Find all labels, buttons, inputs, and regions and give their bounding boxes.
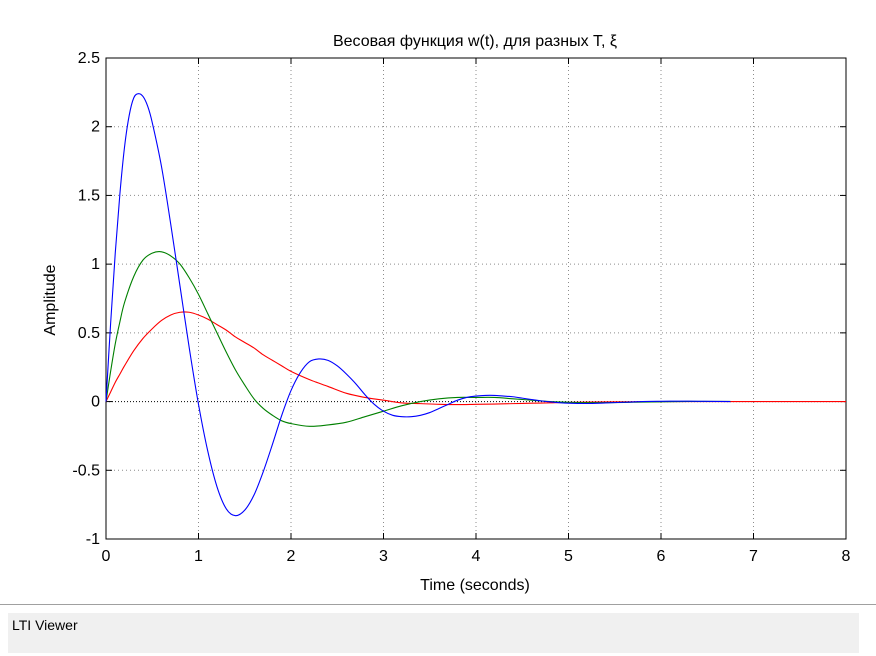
labels: Весовая функция w(t), для разных T, ξ Ti… (42, 33, 617, 594)
status-text: LTI Viewer (12, 617, 78, 633)
y-tick-label: -1 (86, 531, 100, 548)
y-tick-label: 1.5 (78, 187, 100, 204)
x-tick-label: 4 (472, 548, 481, 565)
y-tick-label: 0 (91, 394, 100, 411)
x-tick-label: 3 (379, 548, 388, 565)
x-axis-label: Time (seconds) (420, 577, 530, 594)
y-axis-label: Amplitude (42, 264, 59, 335)
x-tick-label: 7 (749, 548, 758, 565)
series-line-0 (105, 93, 731, 517)
y-tick-label: -0.5 (72, 462, 100, 479)
series-line-1 (105, 251, 731, 427)
y-tick-label: 1 (91, 256, 100, 273)
response-plot[interactable]: 0 1 2 3 4 5 6 7 8 -1 -0.5 0 0.5 1 1.5 2 2.5 Весовая функ… (0, 0, 876, 600)
series-group (105, 93, 846, 517)
x-tick-label: 0 (102, 548, 111, 565)
y-tick-label: 0.5 (78, 325, 100, 342)
status-bar: LTI Viewer (8, 613, 859, 653)
x-tick-label: 5 (564, 548, 573, 565)
axes: 0 1 2 3 4 5 6 7 8 -1 -0.5 0 0.5 1 1.5 2 2.5 (72, 50, 850, 565)
y-tick-label: 2 (91, 119, 100, 136)
x-tick-label: 1 (194, 548, 203, 565)
x-tick-label: 6 (657, 548, 666, 565)
x-tick-label: 8 (842, 548, 851, 565)
y-tick-label: 2.5 (78, 50, 100, 67)
x-tick-label: 2 (287, 548, 296, 565)
chart-title: Весовая функция w(t), для разных T, ξ (333, 33, 617, 50)
status-divider (0, 604, 876, 605)
